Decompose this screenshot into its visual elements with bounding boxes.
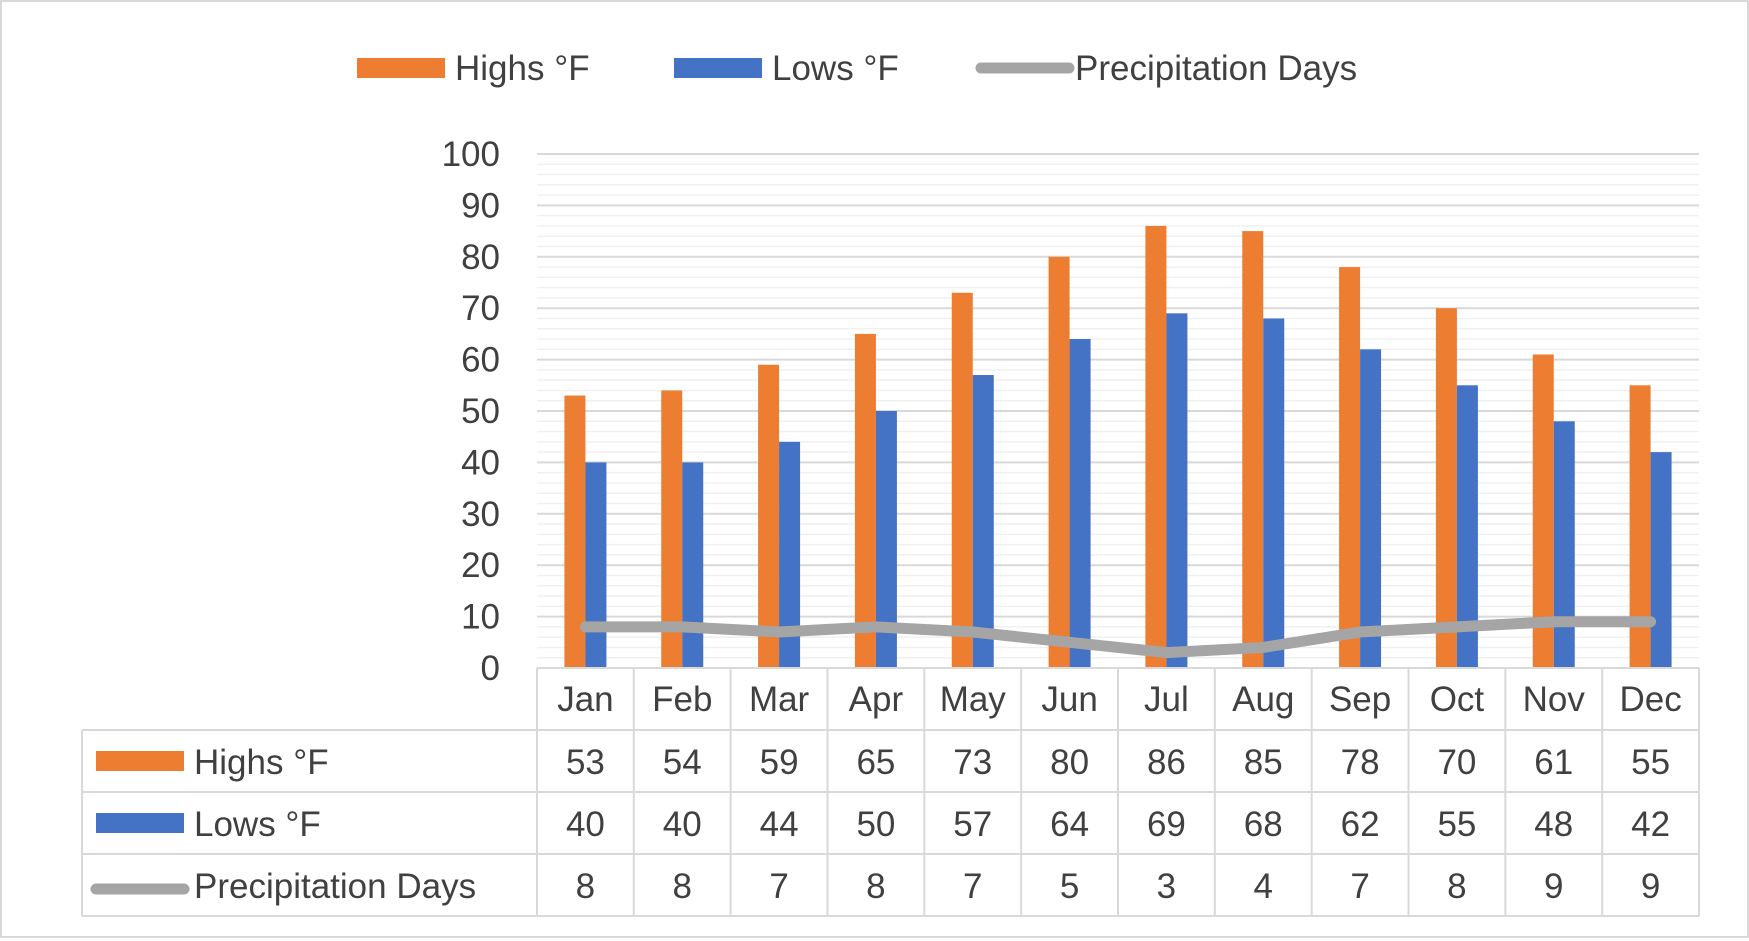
x-tick-label: Jan bbox=[557, 680, 613, 719]
y-tick-label: 40 bbox=[461, 443, 500, 482]
gridlines bbox=[537, 154, 1699, 658]
bar-highs-f-apr bbox=[855, 334, 876, 668]
data-label: 48 bbox=[1534, 805, 1573, 844]
bar-lows-f-aug bbox=[1263, 318, 1284, 668]
y-tick-label: 10 bbox=[461, 598, 500, 637]
data-label: 64 bbox=[1050, 805, 1089, 844]
data-label: 42 bbox=[1631, 805, 1670, 844]
bar-lows-f-dec bbox=[1651, 452, 1672, 668]
data-label: 61 bbox=[1534, 743, 1573, 782]
x-tick-label: Sep bbox=[1329, 680, 1391, 719]
x-tick-label: Dec bbox=[1619, 680, 1681, 719]
bar-lows-f-nov bbox=[1554, 421, 1575, 668]
legend-label: Lows °F bbox=[772, 49, 899, 88]
data-label: 53 bbox=[566, 743, 605, 782]
data-label: 44 bbox=[760, 805, 799, 844]
data-table: Jan Feb Mar Apr May Jun Jul Aug Sep Oct Nov Dec High… bbox=[82, 668, 1699, 916]
data-label: 85 bbox=[1244, 743, 1283, 782]
data-label: 55 bbox=[1437, 805, 1476, 844]
legend-label: Precipitation Days bbox=[1075, 49, 1357, 88]
x-tick-label: Mar bbox=[749, 680, 810, 719]
x-tick-label: Aug bbox=[1232, 680, 1294, 719]
bar-highs-f-oct bbox=[1436, 308, 1457, 668]
table-legend-key-highs-f bbox=[96, 751, 184, 771]
data-label: 55 bbox=[1631, 743, 1670, 782]
y-tick-label: 20 bbox=[461, 546, 500, 585]
data-label: 8 bbox=[866, 867, 885, 906]
y-tick-label: 30 bbox=[461, 495, 500, 534]
x-tick-label: Oct bbox=[1430, 680, 1485, 719]
data-label: 9 bbox=[1544, 867, 1563, 906]
legend-key-highs-f bbox=[357, 58, 445, 78]
y-tick-label: 60 bbox=[461, 341, 500, 380]
data-label: 78 bbox=[1341, 743, 1380, 782]
x-tick-label: May bbox=[940, 680, 1007, 719]
data-label: 5 bbox=[1060, 867, 1079, 906]
table-legend-key-lows-f bbox=[96, 813, 184, 833]
data-label: 80 bbox=[1050, 743, 1089, 782]
table-row-label: Highs °F bbox=[194, 743, 329, 782]
bars bbox=[564, 226, 1671, 668]
bar-lows-f-may bbox=[973, 375, 994, 668]
y-tick-label: 90 bbox=[461, 186, 500, 225]
y-tick-label: 70 bbox=[461, 289, 500, 328]
data-label: 57 bbox=[953, 805, 992, 844]
data-label: 9 bbox=[1641, 867, 1660, 906]
data-label: 59 bbox=[760, 743, 799, 782]
data-label: 3 bbox=[1157, 867, 1176, 906]
data-label: 86 bbox=[1147, 743, 1186, 782]
bar-highs-f-jun bbox=[1049, 257, 1070, 668]
bar-lows-f-jun bbox=[1070, 339, 1091, 668]
data-label: 8 bbox=[576, 867, 595, 906]
bar-highs-f-sep bbox=[1339, 267, 1360, 668]
x-tick-label: Jul bbox=[1144, 680, 1189, 719]
data-label: 7 bbox=[769, 867, 788, 906]
bar-lows-f-jan bbox=[585, 462, 606, 668]
y-axis-ticks: 0 10 20 30 40 50 60 70 80 90 100 bbox=[442, 135, 500, 688]
data-label: 8 bbox=[1447, 867, 1466, 906]
y-tick-label: 0 bbox=[481, 649, 500, 688]
data-label: 50 bbox=[856, 805, 895, 844]
x-tick-label: Jun bbox=[1041, 680, 1097, 719]
x-tick-label: Apr bbox=[849, 680, 904, 719]
y-tick-label: 80 bbox=[461, 238, 500, 277]
data-label: 40 bbox=[663, 805, 702, 844]
data-label: 7 bbox=[1350, 867, 1369, 906]
data-label: 69 bbox=[1147, 805, 1186, 844]
bar-highs-f-may bbox=[952, 293, 973, 668]
table-row-label: Precipitation Days bbox=[194, 867, 476, 906]
data-label: 8 bbox=[673, 867, 692, 906]
data-label: 54 bbox=[663, 743, 702, 782]
table-row-label: Lows °F bbox=[194, 805, 321, 844]
data-label: 40 bbox=[566, 805, 605, 844]
data-label: 70 bbox=[1437, 743, 1476, 782]
bar-highs-f-aug bbox=[1242, 231, 1263, 668]
bar-highs-f-mar bbox=[758, 365, 779, 668]
data-label: 73 bbox=[953, 743, 992, 782]
y-tick-label: 50 bbox=[461, 392, 500, 431]
legend-label: Highs °F bbox=[455, 49, 590, 88]
bar-lows-f-feb bbox=[682, 462, 703, 668]
legend-key-lows-f bbox=[674, 58, 762, 78]
x-tick-label: Feb bbox=[652, 680, 712, 719]
data-label: 68 bbox=[1244, 805, 1283, 844]
data-label: 7 bbox=[963, 867, 982, 906]
legend: Highs °F Lows °F Precipitation Days bbox=[357, 49, 1357, 88]
x-tick-label: Nov bbox=[1523, 680, 1586, 719]
bar-highs-f-jul bbox=[1145, 226, 1166, 668]
data-label: 4 bbox=[1254, 867, 1273, 906]
bar-lows-f-jul bbox=[1166, 313, 1187, 668]
data-label: 62 bbox=[1341, 805, 1380, 844]
data-label: 65 bbox=[856, 743, 895, 782]
bar-lows-f-sep bbox=[1360, 349, 1381, 668]
y-tick-label: 100 bbox=[442, 135, 500, 174]
